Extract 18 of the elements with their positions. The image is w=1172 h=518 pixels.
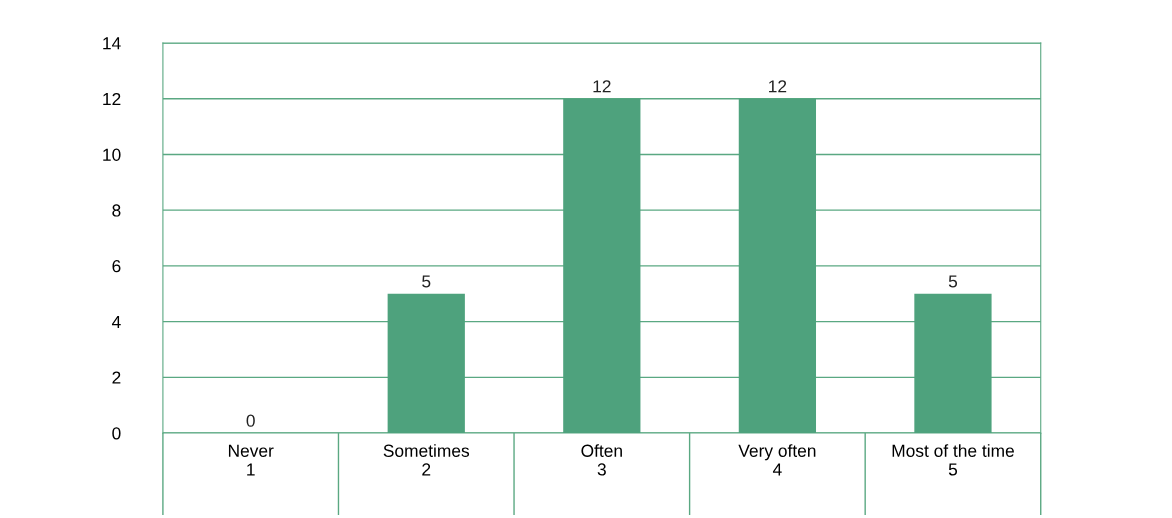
y-tick-label: 6 (112, 260, 121, 273)
data-label: 5 (948, 275, 958, 288)
y-tick-label: 12 (103, 92, 121, 106)
y-tick-label: 8 (112, 204, 121, 217)
x-tick-label: Sometimes 2 (383, 444, 470, 476)
y-tick-label: 2 (112, 371, 121, 384)
data-label: 12 (593, 80, 611, 93)
y-tick-label: 14 (103, 37, 121, 50)
x-tick-label: Often 3 (581, 444, 622, 476)
x-tick-label: Most of the time 5 (892, 444, 1014, 476)
x-tick-label: Never 1 (228, 444, 274, 476)
y-tick-label: 10 (103, 148, 121, 161)
data-label: 5 (422, 275, 431, 288)
data-label: 12 (769, 80, 787, 93)
y-tick-label: 4 (111, 315, 121, 328)
data-label: 0 (246, 414, 255, 427)
y-tick-label: 0 (112, 427, 121, 440)
x-tick-label: Very often 4 (738, 444, 816, 476)
